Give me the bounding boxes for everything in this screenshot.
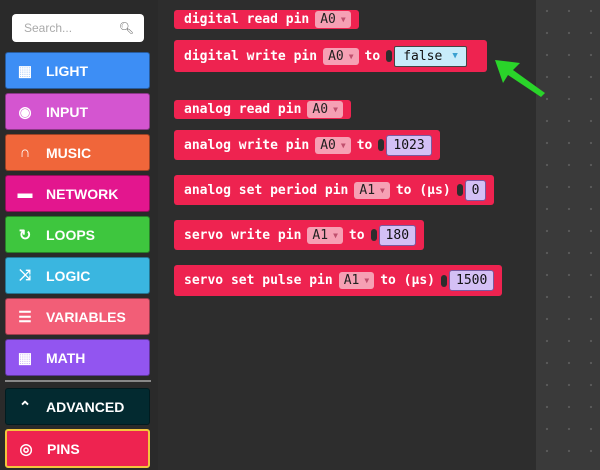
block-digital-read[interactable]: digital read pin A0 ▼ <box>174 10 359 29</box>
category-pins[interactable]: ◎ PINS <box>5 429 150 468</box>
dropdown-arrow-icon: ▼ <box>333 105 338 114</box>
block-text: analog read pin <box>184 102 302 117</box>
toolbox: Search... 🔍︎ ▦ LIGHT ◉ INPUT ∩ MUSIC ▬ NETWO… <box>0 0 158 470</box>
category-loops[interactable]: ↻ LOOPS <box>5 216 150 253</box>
chevron-up-icon: ⌃ <box>18 398 32 416</box>
dropdown-arrow-icon: ▼ <box>380 185 385 195</box>
boolean-dropdown[interactable]: false ▼ <box>394 45 467 67</box>
block-analog-set-period[interactable]: analog set period pin A1 ▼ to (µs) 0 <box>174 175 495 205</box>
pin-value: A1 <box>343 273 360 288</box>
input-notch <box>441 274 447 287</box>
dropdown-arrow-icon: ▼ <box>364 276 370 285</box>
search-input[interactable]: Search... 🔍︎ <box>12 14 144 42</box>
block-text: to <box>348 227 365 243</box>
category-label: NETWORK <box>46 185 119 202</box>
search-placeholder: Search... <box>24 21 73 35</box>
pin-dropdown[interactable]: A1 ▼ <box>354 181 390 199</box>
pin-dropdown[interactable]: A0 ▼ <box>323 47 359 65</box>
pin-dropdown[interactable]: A0 ▼ <box>315 136 351 154</box>
green-arrow-icon <box>495 60 545 97</box>
category-input[interactable]: ◉ INPUT <box>5 93 150 130</box>
grid-icon: ▦ <box>17 62 33 80</box>
category-label: LOGIC <box>46 267 91 284</box>
chat-icon: ▬ <box>17 185 33 202</box>
shuffle-icon: ⤨ <box>18 267 31 284</box>
list-icon: ☰ <box>18 308 32 326</box>
category-math[interactable]: ▦ MATH <box>5 339 150 376</box>
block-text: analog write pin <box>184 137 310 153</box>
category-music[interactable]: ∩ MUSIC <box>5 134 150 171</box>
search-icon[interactable]: 🔍︎ <box>118 21 134 35</box>
category-advanced[interactable]: ⌃ ADVANCED <box>5 388 150 425</box>
category-label: VARIABLES <box>46 308 126 325</box>
radio-button-icon: ◉ <box>18 103 32 121</box>
workspace[interactable] <box>536 0 600 470</box>
category-network[interactable]: ▬ NETWORK <box>5 175 150 212</box>
block-text: digital write pin <box>184 48 318 64</box>
dropdown-arrow-icon: ▼ <box>333 230 338 240</box>
block-analog-read[interactable]: analog read pin A0 ▼ <box>174 100 351 119</box>
block-text: digital read pin <box>184 12 310 27</box>
category-label: MUSIC <box>46 144 92 161</box>
divider <box>5 380 151 382</box>
pin-value: A1 <box>359 182 376 198</box>
dropdown-arrow-icon: ▼ <box>340 140 346 150</box>
block-servo-write[interactable]: servo write pin A1 ▼ to 180 <box>174 220 425 250</box>
input-notch <box>456 184 463 196</box>
block-text: servo write pin <box>184 227 302 243</box>
pin-dropdown[interactable]: A1 ▼ <box>338 272 375 289</box>
number-input[interactable]: 1500 <box>449 270 495 291</box>
block-text: analog set period pin <box>184 182 349 198</box>
block-text: to (µs) <box>395 182 451 198</box>
dropdown-arrow-icon: ▼ <box>348 51 354 61</box>
headphones-icon: ∩ <box>19 144 31 161</box>
block-text: to <box>364 48 381 64</box>
pin-value: A1 <box>312 227 329 243</box>
refresh-icon: ↻ <box>18 226 32 244</box>
number-input[interactable]: 180 <box>378 224 417 246</box>
block-text: to (µs) <box>380 273 435 288</box>
boolean-value: false <box>403 48 443 64</box>
input-notch <box>386 50 393 62</box>
pin-dropdown[interactable]: A0 ▼ <box>307 101 343 118</box>
pin-value: A0 <box>320 137 336 153</box>
calculator-icon: ▦ <box>17 349 33 367</box>
target-icon: ◎ <box>19 440 33 458</box>
category-label: ADVANCED <box>46 398 125 415</box>
pin-dropdown[interactable]: A0 ▼ <box>315 11 351 28</box>
input-notch <box>370 229 377 241</box>
pin-value: A0 <box>320 12 336 27</box>
number-input[interactable]: 1023 <box>386 134 432 156</box>
block-digital-write[interactable]: digital write pin A0 ▼ to false ▼ <box>174 40 487 72</box>
pin-value: A0 <box>328 48 344 64</box>
block-text: to <box>356 137 373 153</box>
category-logic[interactable]: ⤨ LOGIC <box>5 257 150 294</box>
category-label: LOOPS <box>46 226 96 243</box>
pin-dropdown[interactable]: A1 ▼ <box>307 226 343 244</box>
category-label: MATH <box>46 349 86 366</box>
block-text: servo set pulse pin <box>184 273 333 288</box>
pin-value: A0 <box>312 102 329 117</box>
category-label: INPUT <box>46 103 88 120</box>
input-notch <box>378 139 385 151</box>
dropdown-arrow-icon: ▼ <box>452 51 458 61</box>
number-input[interactable]: 0 <box>464 179 487 201</box>
category-label: PINS <box>47 440 80 457</box>
block-analog-write[interactable]: analog write pin A0 ▼ to 1023 <box>174 130 440 160</box>
category-variables[interactable]: ☰ VARIABLES <box>5 298 150 335</box>
category-light[interactable]: ▦ LIGHT <box>5 52 150 89</box>
block-servo-set-pulse[interactable]: servo set pulse pin A1 ▼ to (µs) 1500 <box>174 265 503 296</box>
category-label: LIGHT <box>46 62 88 79</box>
dropdown-arrow-icon: ▼ <box>340 15 346 24</box>
